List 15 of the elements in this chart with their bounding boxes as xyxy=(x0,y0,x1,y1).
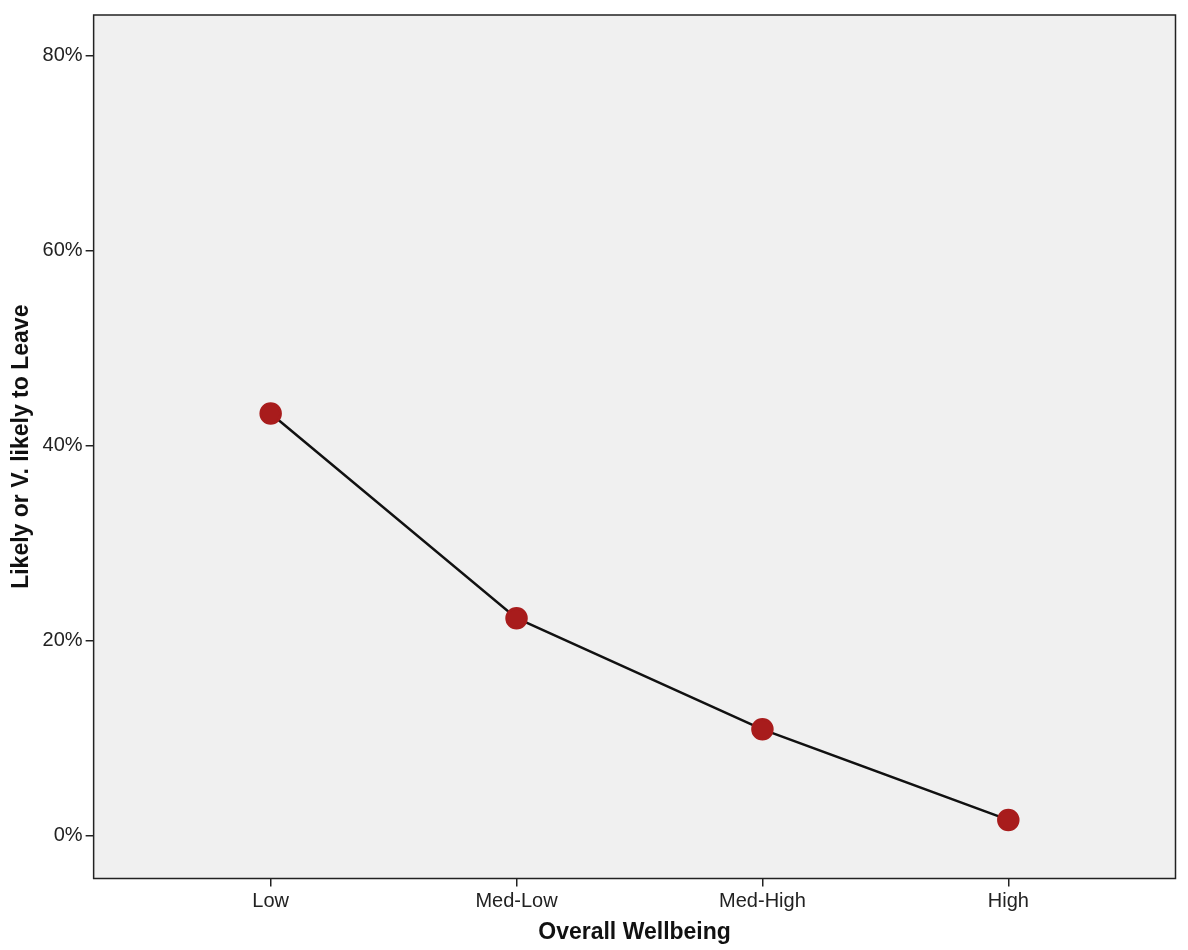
point xyxy=(259,402,282,425)
y-tick-label: 80% xyxy=(42,43,83,66)
y-tick-label: 0% xyxy=(53,823,83,846)
y-tick-label: 60% xyxy=(42,238,83,261)
point xyxy=(505,606,528,630)
x-tick-label: Med-High xyxy=(719,888,806,911)
x-axis-title: Overall Wellbeing xyxy=(538,917,731,944)
point xyxy=(997,808,1020,832)
y-tick-label: 40% xyxy=(42,433,83,456)
x-tick-label: High xyxy=(987,888,1029,911)
x-tick-label: Low xyxy=(252,888,290,911)
x-tick-label: Med-Low xyxy=(475,888,559,911)
point xyxy=(751,718,774,741)
y-tick-label: 20% xyxy=(42,628,83,651)
y-axis-title: Likely or V. likely to Leave xyxy=(7,304,34,589)
